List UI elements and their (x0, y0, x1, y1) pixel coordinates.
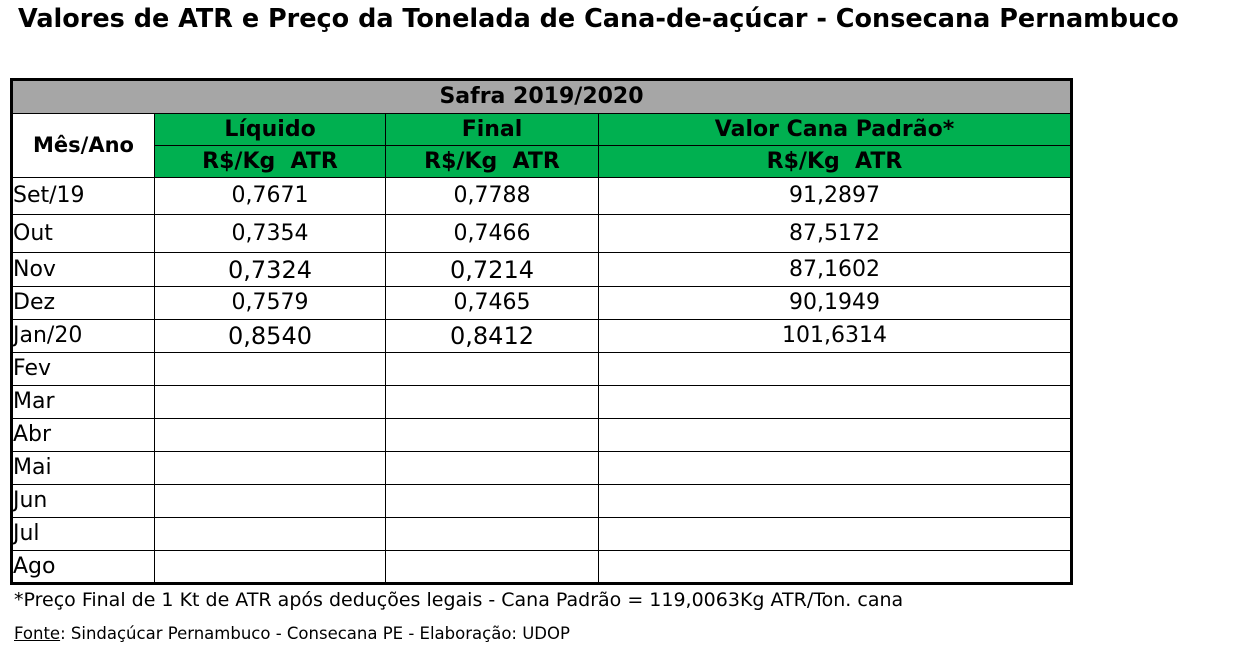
cell-final: 0,7214 (385, 252, 599, 287)
cell-liquido (154, 484, 386, 518)
cell-liquido (154, 451, 386, 485)
table-row: Mar (11, 385, 1072, 419)
cell-mes: Dez (11, 286, 155, 320)
table-row: Jun (11, 484, 1072, 518)
cell-final (385, 418, 599, 452)
cell-valor (598, 550, 1072, 584)
cell-final (385, 352, 599, 386)
cell-liquido: 0,8540 (154, 319, 386, 353)
cell-final: 0,7465 (385, 286, 599, 320)
cell-mes: Jul (11, 517, 155, 551)
cell-final: 0,7466 (385, 214, 599, 253)
cell-valor (598, 517, 1072, 551)
cell-liquido (154, 550, 386, 584)
cell-mes: Ago (11, 550, 155, 584)
column-header-valor-cana-padrao: Valor Cana Padrão* (598, 113, 1072, 146)
cell-mes: Mar (11, 385, 155, 419)
cell-mes: Jun (11, 484, 155, 518)
footnote: *Preço Final de 1 Kt de ATR após deduçõe… (14, 589, 904, 611)
cell-mes: Nov (11, 252, 155, 287)
cell-final (385, 385, 599, 419)
page-title: Valores de ATR e Preço da Tonelada de Ca… (18, 4, 1179, 34)
cell-valor (598, 451, 1072, 485)
column-header-mes-ano: Mês/Ano (11, 113, 155, 178)
table-row: Jul (11, 517, 1072, 551)
table-row: Jan/20 0,8540 0,8412 101,6314 (11, 319, 1072, 353)
cell-liquido: 0,7324 (154, 252, 386, 287)
cell-liquido (154, 352, 386, 386)
safra-header: Safra 2019/2020 (11, 79, 1072, 114)
cell-liquido (154, 385, 386, 419)
cell-final (385, 517, 599, 551)
table-row: Abr (11, 418, 1072, 452)
unit-header-valor: R$/Kg ATR (598, 145, 1072, 178)
cell-final (385, 484, 599, 518)
cell-valor: 101,6314 (598, 319, 1072, 353)
cell-mes: Set/19 (11, 177, 155, 215)
table-row: Fev (11, 352, 1072, 386)
source-label: Fonte (14, 624, 61, 643)
cell-valor (598, 385, 1072, 419)
table-row: Mai (11, 451, 1072, 485)
table-row: Out 0,7354 0,7466 87,5172 (11, 214, 1072, 253)
column-header-liquido: Líquido (154, 113, 386, 146)
atr-price-table: Safra 2019/2020 Mês/Ano Líquido Final Va… (10, 78, 1073, 585)
table-row: Ago (11, 550, 1072, 584)
cell-final: 0,8412 (385, 319, 599, 353)
cell-valor (598, 484, 1072, 518)
cell-mes: Out (11, 214, 155, 253)
cell-mes: Jan/20 (11, 319, 155, 353)
cell-liquido: 0,7579 (154, 286, 386, 320)
table-row: Set/19 0,7671 0,7788 91,2897 (11, 177, 1072, 215)
unit-header-liquido: R$/Kg ATR (154, 145, 386, 178)
cell-liquido: 0,7671 (154, 177, 386, 215)
cell-final: 0,7788 (385, 177, 599, 215)
cell-mes: Mai (11, 451, 155, 485)
column-header-final: Final (385, 113, 599, 146)
cell-liquido (154, 517, 386, 551)
cell-mes: Fev (11, 352, 155, 386)
unit-header-final: R$/Kg ATR (385, 145, 599, 178)
source-text: : Sindaçúcar Pernambuco - Consecana PE -… (60, 624, 570, 643)
cell-final (385, 451, 599, 485)
cell-valor: 87,5172 (598, 214, 1072, 253)
cell-valor: 87,1602 (598, 252, 1072, 287)
table-row: Nov 0,7324 0,7214 87,1602 (11, 252, 1072, 287)
cell-final (385, 550, 599, 584)
cell-liquido: 0,7354 (154, 214, 386, 253)
table-row: Dez 0,7579 0,7465 90,1949 (11, 286, 1072, 320)
cell-mes: Abr (11, 418, 155, 452)
cell-valor (598, 352, 1072, 386)
cell-valor (598, 418, 1072, 452)
cell-valor: 90,1949 (598, 286, 1072, 320)
cell-valor: 91,2897 (598, 177, 1072, 215)
source-line: Fonte: Sindaçúcar Pernambuco - Consecana… (14, 624, 570, 643)
cell-liquido (154, 418, 386, 452)
